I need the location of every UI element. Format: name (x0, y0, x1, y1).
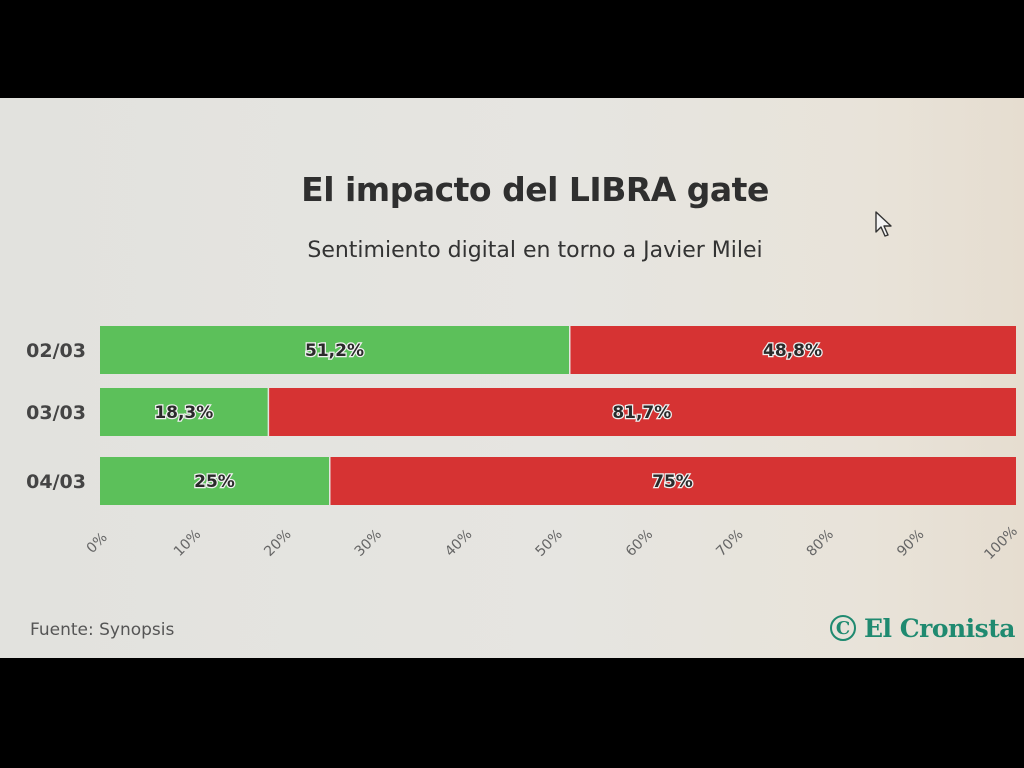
x-tick-label: 40% (442, 527, 475, 560)
bars-group: 51,2% 48,8% 18,3% 81,7% 25% 75% (100, 326, 1016, 505)
bar-positive-02-03 (100, 326, 569, 374)
bar-positive-04-03 (100, 457, 329, 505)
bar-negative-02-03 (570, 326, 1016, 374)
source-note: Fuente: Synopsis (30, 620, 175, 640)
cronista-logo-text: El Cronista (864, 613, 1016, 643)
chart-title: El impacto del LIBRA gate (301, 170, 769, 209)
bar-positive-03-03 (100, 388, 268, 436)
x-tick-label: 80% (804, 527, 837, 560)
mouse-pointer-icon (875, 211, 892, 237)
bar-negative-04-03 (330, 457, 1016, 505)
x-tick-label: 100% (981, 523, 1021, 563)
bar-value-label: 48,8% (763, 341, 822, 361)
x-tick-label: 70% (713, 527, 746, 560)
x-tick-label: 10% (171, 527, 204, 560)
x-tick-label: 60% (623, 527, 656, 560)
category-label: 04/03 (26, 471, 86, 493)
bar-negative-03-03 (269, 388, 1016, 436)
chart-screen: El impacto del LIBRA gate Sentimiento di… (0, 98, 1024, 658)
category-label: 03/03 (26, 402, 86, 424)
bar-value-label: 18,3% (154, 403, 213, 423)
x-axis-ticks-group: 0% 10% 20% 30% 40% 50% 60% 70% 80% 90% 100% (84, 523, 1021, 563)
x-tick-label: 50% (533, 527, 566, 560)
stacked-bar-chart: 51,2% 48,8% 18,3% 81,7% 25% 75% 02/03 03/03 04/… (26, 326, 1021, 563)
category-label: 02/03 (26, 340, 86, 362)
cronista-logo-mark-icon: C (830, 615, 856, 641)
x-tick-label: 20% (261, 527, 294, 560)
bar-value-label: 51,2% (305, 341, 364, 361)
x-tick-label: 30% (352, 527, 385, 560)
chart-subtitle: Sentimiento digital en torno a Javier Mi… (307, 238, 763, 263)
x-tick-label: 90% (894, 527, 927, 560)
x-tick-label: 0% (84, 530, 111, 557)
row-labels-group: 02/03 03/03 04/03 (26, 340, 86, 493)
bar-value-label: 25% (194, 472, 235, 492)
el-cronista-logo: C El Cronista (830, 610, 1016, 646)
bar-value-label: 81,7% (612, 403, 671, 423)
bar-value-label: 75% (652, 472, 693, 492)
